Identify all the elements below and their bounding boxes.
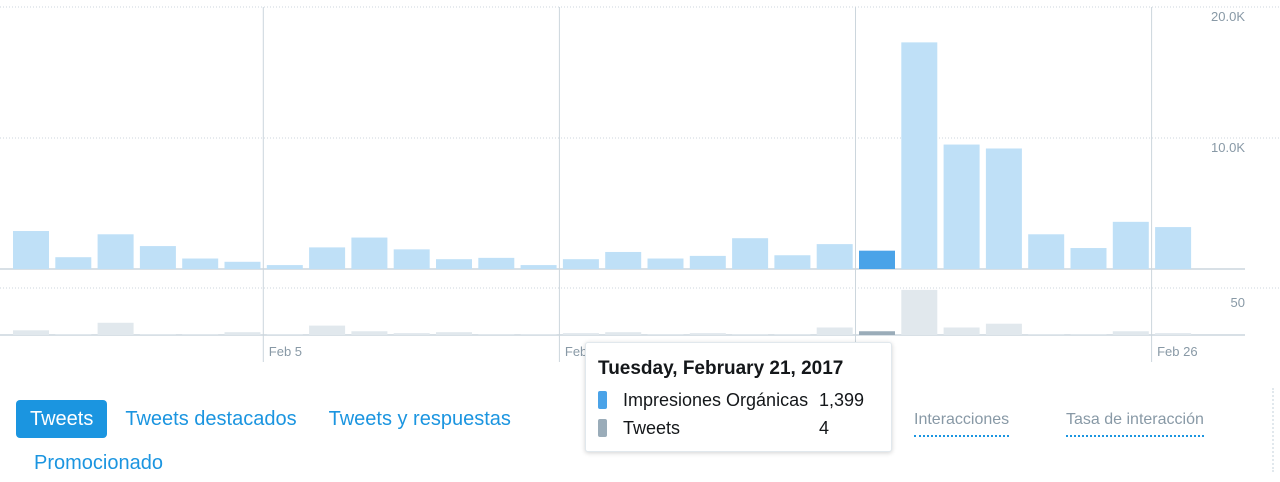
chart-tooltip: Tuesday, February 21, 2017 Impresiones O… [585, 342, 892, 452]
impressions-bar[interactable] [13, 231, 49, 269]
tweets-bar[interactable] [1070, 334, 1107, 335]
tweets-bar[interactable] [1155, 333, 1192, 335]
tweets-bar[interactable] [478, 334, 515, 335]
tooltip-impressions-value: 1,399 [819, 389, 865, 410]
chart-grid [0, 6, 1280, 362]
tab-tweets-and-replies[interactable]: Tweets y respuestas [328, 408, 511, 430]
impressions-bar[interactable] [562, 259, 599, 269]
impressions-bar[interactable] [436, 259, 472, 269]
scroll-edge-divider [1272, 388, 1274, 472]
x-tick-label: Feb 26 [1157, 344, 1197, 359]
tweets-bar[interactable] [55, 334, 92, 335]
impressions-swatch-icon [598, 391, 607, 409]
impressions-bar[interactable] [393, 249, 430, 269]
impressions-bar[interactable] [732, 238, 769, 269]
tweets-bar[interactable] [647, 334, 684, 335]
tweets-bar[interactable] [182, 334, 219, 335]
impressions-bar[interactable] [224, 261, 261, 269]
impressions-bar[interactable] [647, 258, 684, 269]
impressions-bar[interactable] [816, 244, 853, 269]
tweets-bar[interactable] [436, 332, 472, 335]
x-tick-label: Feb 5 [269, 344, 302, 359]
metric-engagement-rate[interactable]: Tasa de interacción [1066, 411, 1204, 437]
impressions-bar[interactable] [901, 42, 938, 270]
tweets-bar[interactable] [1028, 334, 1065, 335]
tweets-bar[interactable] [943, 327, 980, 335]
y-tick-label: 20.0K [1211, 9, 1245, 24]
y-tick-label-tweets: 50 [1231, 295, 1245, 310]
impressions-bar[interactable] [1070, 248, 1107, 269]
tweets-bar[interactable] [689, 333, 726, 335]
tweets-bar[interactable] [351, 331, 388, 335]
tweets-bar[interactable] [266, 334, 303, 335]
tweets-bar[interactable] [139, 334, 176, 335]
tweets-bar[interactable] [605, 332, 642, 335]
impressions-bar[interactable] [859, 250, 895, 269]
impressions-bar[interactable] [97, 234, 134, 269]
tooltip-tweets-label: Tweets [623, 417, 681, 438]
tweets-bar[interactable] [562, 333, 599, 335]
impressions-bar[interactable] [1028, 234, 1065, 269]
impressions-bar[interactable] [689, 255, 726, 269]
tooltip-row-tweets: Tweets 4 [598, 414, 879, 442]
tweets-bar[interactable] [224, 332, 261, 335]
tweets-bar[interactable] [816, 327, 853, 335]
impressions-bar[interactable] [478, 257, 515, 269]
tweets-bar[interactable] [309, 325, 346, 335]
tweets-bar[interactable] [97, 322, 134, 335]
tab-top-tweets[interactable]: Tweets destacados [125, 408, 297, 430]
impressions-bar[interactable] [351, 237, 388, 269]
y-tick-label: 10.0K [1211, 140, 1245, 155]
impressions-bar[interactable] [520, 265, 557, 269]
tweets-bar[interactable] [1112, 331, 1149, 335]
tweets-bar[interactable] [901, 289, 938, 335]
impressions-bar[interactable] [182, 258, 219, 269]
tooltip-date: Tuesday, February 21, 2017 [598, 358, 844, 379]
tweets-bar[interactable] [774, 334, 811, 335]
tweets-bar[interactable] [732, 334, 769, 335]
impressions-bar[interactable] [55, 257, 92, 269]
impressions-bar[interactable] [1155, 227, 1192, 269]
tooltip-row-impressions: Impresiones Orgánicas 1,399 [598, 386, 879, 414]
impressions-bar[interactable] [985, 148, 1022, 269]
tooltip-tweets-value: 4 [819, 417, 830, 438]
impressions-bar[interactable] [774, 255, 811, 269]
impressions-bar[interactable] [309, 247, 346, 269]
impressions-bar[interactable] [943, 144, 980, 269]
tweets-bar[interactable] [520, 334, 557, 335]
tooltip-impressions-label: Impresiones Orgánicas [623, 389, 809, 410]
impressions-bar[interactable] [1112, 221, 1149, 269]
tweets-bars [13, 289, 1192, 335]
tweets-swatch-icon [598, 419, 607, 437]
impressions-bar[interactable] [605, 251, 642, 269]
tab-promoted[interactable]: Promocionado [34, 452, 163, 474]
impressions-bars [13, 42, 1192, 270]
metric-interactions[interactable]: Interacciones [914, 411, 1010, 437]
tweets-bar[interactable] [985, 323, 1022, 335]
tweets-bar[interactable] [13, 330, 49, 335]
tweets-bar[interactable] [859, 331, 895, 335]
impressions-bar[interactable] [139, 246, 176, 269]
tweet-filter-tabs: Tweets Tweets destacados Tweets y respuest… [16, 400, 576, 482]
tweets-bar[interactable] [393, 333, 430, 335]
tab-tweets[interactable]: Tweets [16, 400, 108, 438]
impressions-bar[interactable] [266, 265, 303, 269]
